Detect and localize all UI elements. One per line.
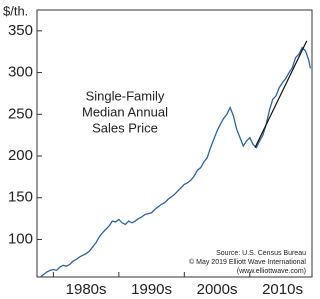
title-line: Single-Family — [86, 88, 165, 103]
title-line: Median Annual — [82, 104, 168, 119]
y-tick-label: 350 — [8, 22, 33, 39]
source-line: © May 2019 Elliott Wave International — [189, 258, 306, 266]
x-tick-label: 1980s — [66, 281, 107, 298]
source-line: (www.elliottwave.com) — [237, 268, 306, 275]
y-axis-label: $/th. — [3, 3, 28, 18]
data-line — [39, 46, 311, 278]
y-tick-label: 300 — [8, 64, 33, 81]
source-line: Source: U.S. Census Bureau — [216, 250, 306, 257]
x-tick-label: 2010s — [262, 281, 303, 298]
title-line: Sales Price — [92, 120, 158, 135]
x-tick-label: 1990s — [131, 281, 172, 298]
y-tick-label: 200 — [8, 147, 33, 164]
plot-frame — [36, 9, 313, 278]
y-tick-label: 150 — [8, 189, 33, 206]
x-tick-label: 2000s — [197, 281, 238, 298]
trend-line — [254, 40, 308, 148]
y-tick-label: 100 — [8, 230, 33, 247]
y-tick-label: 250 — [8, 105, 33, 122]
